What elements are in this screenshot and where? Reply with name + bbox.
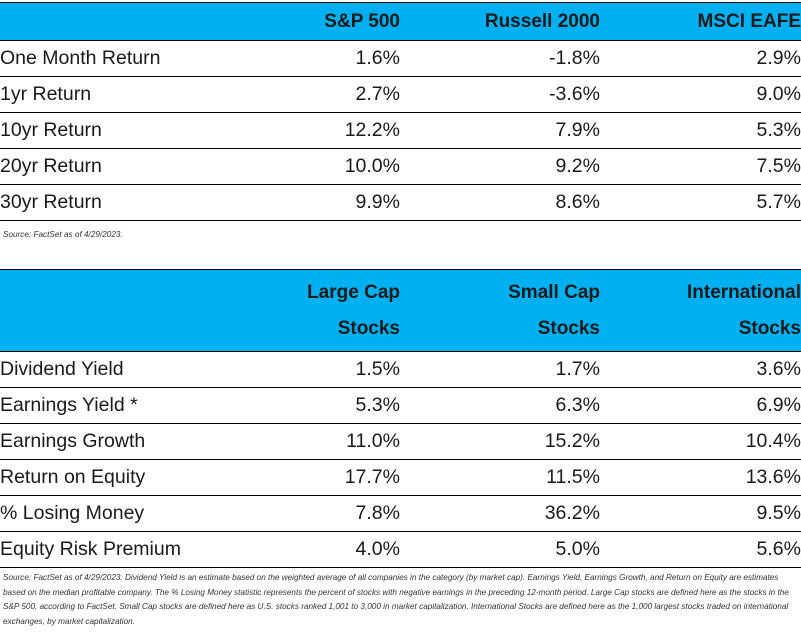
header-line-1: Large Cap bbox=[307, 282, 400, 303]
cell-value: 7.8% bbox=[355, 502, 400, 524]
cell-value: 5.3% bbox=[355, 394, 400, 416]
row-label: One Month Return bbox=[0, 47, 161, 69]
table-row: Dividend Yield 1.5% 1.7% 3.6% bbox=[0, 352, 801, 388]
row-label: 10yr Return bbox=[0, 119, 102, 141]
cell-value: 1.6% bbox=[355, 47, 400, 69]
header-line-2: Stocks bbox=[537, 318, 600, 339]
valuation-table: Large Cap Stocks Small Cap Stocks Intern… bbox=[0, 269, 801, 568]
cell-value: -3.6% bbox=[549, 83, 600, 105]
cell-value: 7.5% bbox=[756, 155, 801, 177]
header-line-2: Stocks bbox=[337, 318, 400, 339]
header-russell-2000: Russell 2000 bbox=[484, 10, 600, 32]
table-row: One Month Return 1.6% -1.8% 2.9% bbox=[0, 41, 801, 77]
cell-value: 8.6% bbox=[555, 191, 600, 213]
header-msci-eafe: MSCI EAFE bbox=[697, 10, 801, 32]
cell-value: 6.9% bbox=[756, 394, 801, 416]
header-line-1: Small Cap bbox=[508, 282, 600, 303]
returns-table: S&P 500 Russell 2000 MSCI EAFE One Month… bbox=[0, 2, 801, 221]
header-sp500: S&P 500 bbox=[324, 10, 400, 32]
table-row: 10yr Return 12.2% 7.9% 5.3% bbox=[0, 113, 801, 149]
cell-value: 1.7% bbox=[555, 358, 600, 380]
cell-value: 2.7% bbox=[355, 83, 400, 105]
cell-value: 36.2% bbox=[544, 502, 600, 524]
row-label: 30yr Return bbox=[0, 191, 102, 213]
row-label: 1yr Return bbox=[0, 83, 92, 105]
table-row: Equity Risk Premium 4.0% 5.0% 5.6% bbox=[0, 532, 801, 568]
returns-table-header: S&P 500 Russell 2000 MSCI EAFE bbox=[0, 2, 801, 41]
header-large-cap: Large Cap Stocks bbox=[200, 270, 400, 352]
row-label: Dividend Yield bbox=[0, 358, 124, 380]
cell-value: 1.5% bbox=[355, 358, 400, 380]
cell-value: 5.3% bbox=[756, 119, 801, 141]
table-row: Earnings Yield * 5.3% 6.3% 6.9% bbox=[0, 388, 801, 424]
row-label: % Losing Money bbox=[0, 502, 145, 524]
cell-value: 6.3% bbox=[555, 394, 600, 416]
cell-value: 15.2% bbox=[544, 430, 600, 452]
cell-value: 9.2% bbox=[555, 155, 600, 177]
valuation-table-header: Large Cap Stocks Small Cap Stocks Intern… bbox=[0, 269, 801, 352]
cell-value: 2.9% bbox=[756, 47, 801, 69]
row-label: Equity Risk Premium bbox=[0, 538, 181, 560]
header-small-cap: Small Cap Stocks bbox=[400, 270, 600, 352]
table-row: 20yr Return 10.0% 9.2% 7.5% bbox=[0, 149, 801, 185]
row-label: Earnings Growth bbox=[0, 430, 146, 452]
header-cell bbox=[0, 3, 200, 41]
returns-source-note: Source: FactSet as of 4/29/2023. bbox=[3, 230, 123, 239]
cell-value: 7.9% bbox=[555, 119, 600, 141]
table-row: 30yr Return 9.9% 8.6% 5.7% bbox=[0, 185, 801, 221]
header-cell bbox=[0, 270, 200, 352]
cell-value: 5.7% bbox=[756, 191, 801, 213]
table-row: 1yr Return 2.7% -3.6% 9.0% bbox=[0, 77, 801, 113]
cell-value: 9.0% bbox=[756, 83, 801, 105]
cell-value: 11.0% bbox=[346, 430, 400, 452]
cell-value: 11.5% bbox=[546, 466, 600, 488]
table-row: Return on Equity 17.7% 11.5% 13.6% bbox=[0, 460, 801, 496]
row-label: 20yr Return bbox=[0, 155, 102, 177]
header-line-2: Stocks bbox=[738, 318, 801, 339]
cell-value: 5.6% bbox=[756, 538, 801, 560]
cell-value: -1.8% bbox=[549, 47, 600, 69]
cell-value: 3.6% bbox=[756, 358, 801, 380]
cell-value: 12.2% bbox=[344, 119, 400, 141]
cell-value: 9.9% bbox=[355, 191, 400, 213]
cell-value: 10.4% bbox=[745, 430, 801, 452]
cell-value: 13.6% bbox=[745, 466, 801, 488]
table-row: % Losing Money 7.8% 36.2% 9.5% bbox=[0, 496, 801, 532]
cell-value: 17.7% bbox=[344, 466, 400, 488]
cell-value: 5.0% bbox=[555, 538, 600, 560]
valuation-source-note: Source: FactSet as of 4/29/2023. Dividen… bbox=[3, 573, 789, 626]
row-label: Return on Equity bbox=[0, 466, 146, 488]
cell-value: 10.0% bbox=[344, 155, 400, 177]
cell-value: 4.0% bbox=[355, 538, 400, 560]
row-label: Earnings Yield * bbox=[0, 394, 138, 416]
header-line-1: International bbox=[686, 282, 801, 303]
table-row: Earnings Growth 11.0% 15.2% 10.4% bbox=[0, 424, 801, 460]
header-international: International Stocks bbox=[600, 270, 801, 352]
cell-value: 9.5% bbox=[756, 502, 801, 524]
